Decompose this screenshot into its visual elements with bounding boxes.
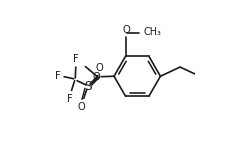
Text: F: F bbox=[73, 54, 79, 64]
Text: F: F bbox=[55, 71, 61, 81]
Text: O: O bbox=[92, 72, 100, 82]
Text: S: S bbox=[84, 80, 92, 93]
Text: CH₃: CH₃ bbox=[143, 28, 161, 37]
Text: O: O bbox=[78, 102, 85, 112]
Text: O: O bbox=[95, 63, 103, 73]
Text: O: O bbox=[123, 25, 130, 35]
Text: F: F bbox=[67, 94, 73, 104]
